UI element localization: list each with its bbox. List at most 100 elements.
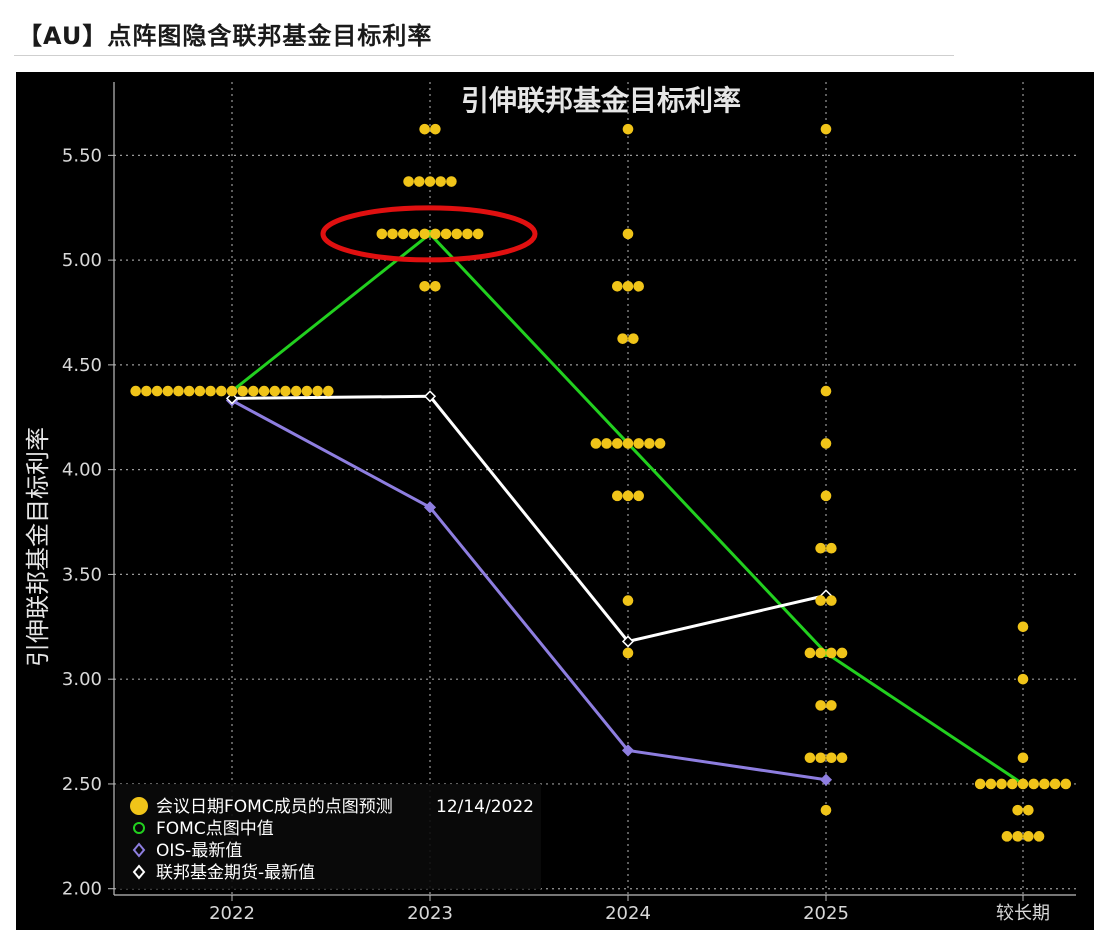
dot-point [804, 647, 816, 659]
dot-point [446, 176, 457, 187]
dot-point [1001, 831, 1013, 842]
dot-point [312, 385, 323, 397]
y-tick-label: 4.00 [62, 460, 102, 481]
dot-point [323, 385, 334, 397]
dot-point [820, 123, 832, 135]
dot-point [248, 385, 259, 397]
dot-point [820, 438, 832, 449]
x-tick-label: 2025 [803, 903, 849, 924]
dot-point [633, 280, 644, 292]
dot-point [815, 647, 826, 659]
dot-point [141, 385, 152, 397]
x-tick-label: 2024 [605, 903, 651, 924]
dot-point [1012, 831, 1023, 842]
annotation-layer [320, 205, 538, 263]
dot-point [628, 333, 639, 344]
dot-point [826, 647, 837, 659]
legend-label-ois: OIS-最新值 [156, 841, 242, 861]
dot-point [1060, 778, 1072, 790]
dot-point [435, 176, 447, 187]
legend-date: 12/14/2022 [436, 797, 534, 817]
chart-title: 引伸联邦基金目标利率 [461, 84, 741, 117]
dot-point [1017, 621, 1029, 633]
dot-point [130, 385, 141, 397]
dot-point [622, 647, 634, 659]
dot-point [472, 228, 484, 240]
dot-point [194, 385, 206, 397]
dot-point [815, 595, 826, 606]
dot-point [590, 438, 602, 449]
series-layer [225, 229, 1027, 788]
dot-point [397, 228, 409, 240]
series-point-2 [423, 390, 437, 403]
dot-point [173, 385, 184, 397]
dot-point [1023, 804, 1034, 816]
dot-point [376, 228, 388, 240]
dot-point [1017, 673, 1029, 685]
series-point-1 [423, 501, 437, 514]
dot-point [996, 778, 1007, 790]
dot-point [826, 595, 837, 606]
dot-point [644, 438, 655, 449]
legend-diamond-icon-ois [132, 842, 146, 858]
title-divider [14, 55, 954, 56]
dots-layer [130, 123, 1072, 842]
dot-point [440, 228, 452, 240]
dot-point [424, 176, 436, 187]
dot-point [290, 385, 302, 397]
dot-plot-chart: 5.50 5.00 4.50 4.00 3.50 3.00 2.50 2.00 2022 2023… [24, 82, 1076, 924]
highlight-ellipse [320, 205, 538, 263]
dot-point [205, 385, 216, 397]
dot-point [419, 280, 430, 292]
dot-point [612, 438, 623, 449]
dot-point [451, 228, 463, 240]
legend-diamond-icon-futures [132, 864, 146, 880]
dot-point [1017, 752, 1029, 764]
grid-layer [114, 82, 1076, 895]
y-tick-label: 2.00 [62, 879, 102, 900]
series-point-2 [621, 635, 635, 648]
dot-point [403, 176, 414, 187]
dot-point [1017, 778, 1029, 790]
dot-point [622, 438, 634, 449]
dot-point [414, 176, 425, 187]
dot-point [301, 385, 313, 397]
dot-point [617, 333, 628, 344]
dot-point [804, 752, 816, 764]
y-tick-label: 5.50 [62, 145, 102, 166]
y-tick-label: 5.00 [62, 250, 102, 271]
dot-point [985, 778, 997, 790]
dot-point [430, 123, 441, 135]
dot-point [654, 438, 666, 449]
dot-point [633, 438, 644, 449]
y-tick-label: 2.50 [62, 774, 102, 795]
y-axis-label: 引伸联邦基金目标利率 [24, 427, 52, 667]
dot-point [612, 490, 623, 502]
dot-point [1039, 778, 1050, 790]
dot-point [387, 228, 398, 240]
dot-point [622, 280, 634, 292]
dot-point [836, 752, 848, 764]
page-title: 【AU】点阵图隐含联邦基金目标利率 [18, 22, 433, 50]
x-tick-label: 2022 [209, 903, 255, 924]
dot-point [633, 490, 644, 502]
dot-point [622, 490, 634, 502]
legend-dot-icon [130, 797, 148, 815]
dot-point [815, 752, 826, 764]
dot-point [183, 385, 195, 397]
dot-point [216, 385, 227, 397]
series-point-1 [621, 744, 635, 757]
axis-layer: 5.50 5.00 4.50 4.00 3.50 3.00 2.50 2.00 2022 2023… [62, 82, 1076, 924]
legend-label-futures: 联邦基金期货-最新值 [156, 863, 315, 883]
y-tick-label: 3.50 [62, 564, 102, 585]
dot-point [601, 438, 612, 449]
legend-box [116, 784, 541, 889]
dot-point [1012, 804, 1023, 816]
dot-point [820, 490, 832, 502]
dot-point [622, 228, 634, 240]
legend-label-dots: 会议日期FOMC成员的点图预测 [156, 797, 393, 817]
legend-label-median: FOMC点图中值 [156, 819, 274, 839]
legend-circle-icon [133, 822, 145, 834]
dot-point [226, 385, 238, 397]
dot-point [820, 804, 832, 816]
